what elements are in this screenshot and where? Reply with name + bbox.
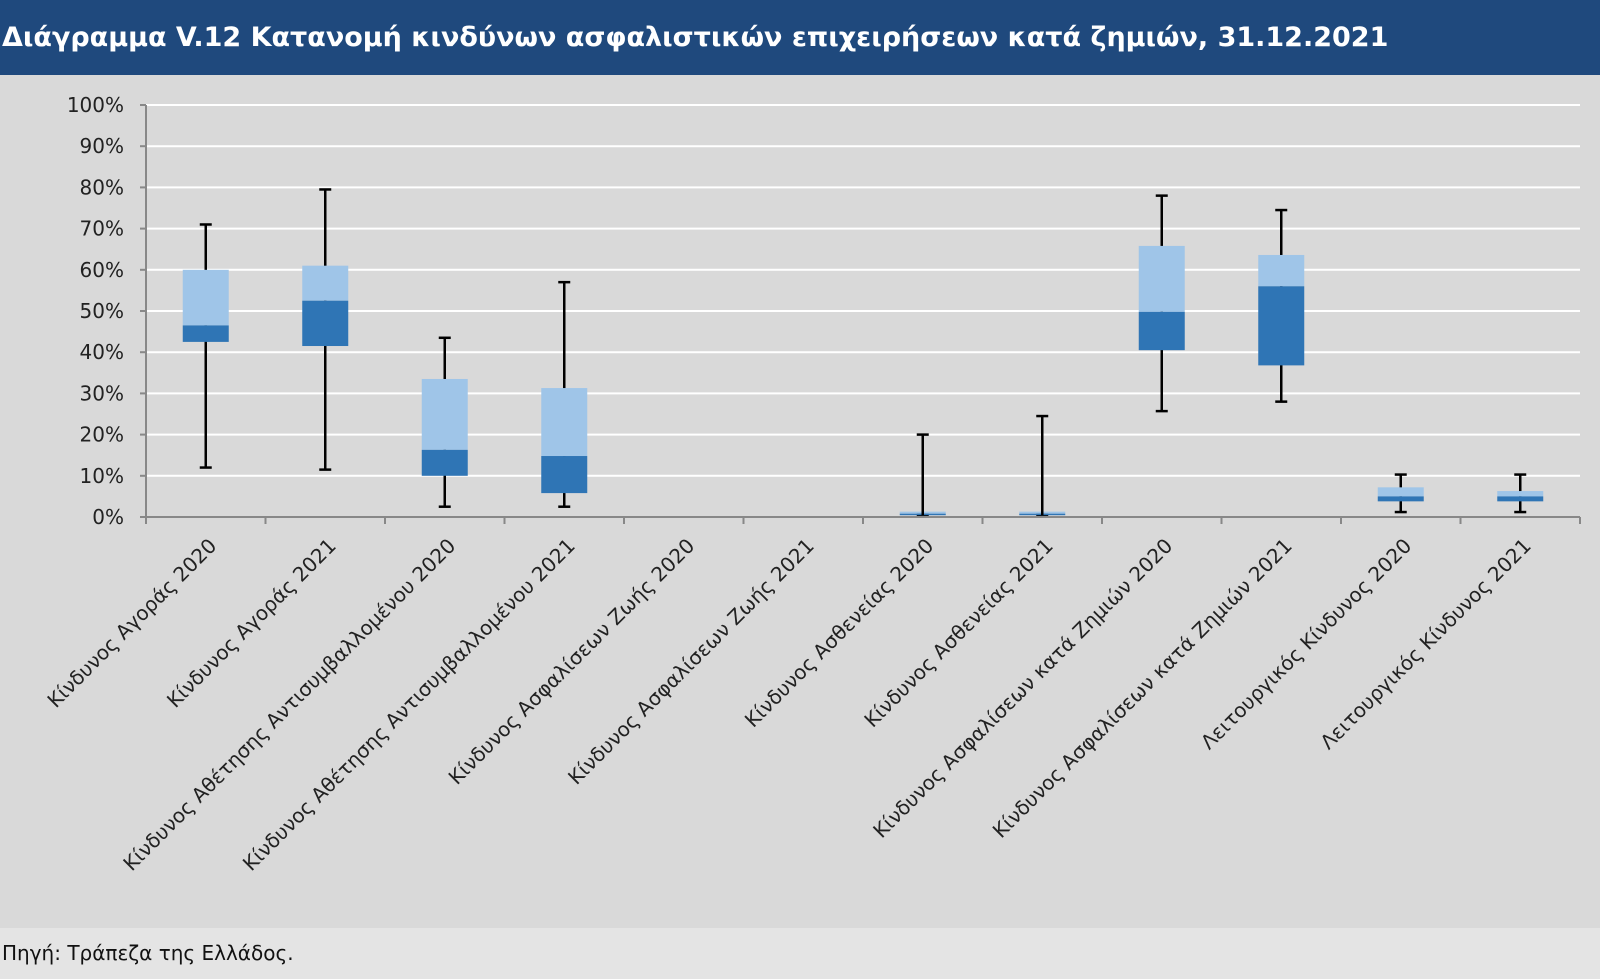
box-8 <box>1019 414 1066 517</box>
boxplot-chart: 0% 10% 20% 30% 40% 50% 60% 70% 80% 90% 100% Κίνδυν… <box>42 93 1581 876</box>
box-10 <box>1258 208 1305 403</box>
x-tick-label: Λειτουργικός Κίνδυνος 2020 <box>1196 534 1416 754</box>
box-upper-quartile <box>421 378 468 450</box>
x-tick-label: Κίνδυνος Ασθενείας 2021 <box>859 534 1057 732</box>
box-lower-quartile <box>302 300 349 347</box>
boxes <box>182 188 1544 517</box>
box-upper-quartile <box>1377 487 1424 497</box>
box-lower-quartile <box>1258 286 1305 366</box>
x-tick-label: Κίνδυνος Ασφαλίσεων Ζωής 2020 <box>444 534 700 790</box>
y-tick-label: 100% <box>67 93 124 117</box>
box-lower-quartile <box>421 449 468 476</box>
y-tick-label: 70% <box>80 217 124 241</box>
box-upper-quartile <box>1497 491 1544 497</box>
chart-title: Διάγραμμα V.12 Κατανομή κινδύνων ασφαλισ… <box>0 0 1600 75</box>
box-lower-quartile <box>541 456 588 494</box>
box-1 <box>182 223 229 469</box>
box-9 <box>1138 194 1185 413</box>
box-upper-quartile <box>541 388 588 457</box>
x-tick-label: Λειτουργικός Κίνδυνος 2021 <box>1315 534 1535 754</box>
y-tick-label: 0% <box>92 505 124 529</box>
box-4 <box>541 280 588 508</box>
box-upper-quartile <box>182 269 229 326</box>
box-12 <box>1497 473 1544 514</box>
box-2 <box>302 188 349 471</box>
box-lower-quartile <box>1138 311 1185 351</box>
box-upper-quartile <box>1258 254 1305 287</box>
y-axis-ticks: 0% 10% 20% 30% 40% 50% 60% 70% 80% 90% 100% <box>67 93 146 529</box>
box-7 <box>899 433 946 517</box>
x-axis <box>145 105 1581 524</box>
box-upper-quartile <box>1138 245 1185 312</box>
box-lower-quartile <box>182 325 229 342</box>
box-3 <box>421 336 468 508</box>
y-tick-label: 40% <box>80 340 124 364</box>
y-tick-label: 10% <box>80 464 124 488</box>
y-tick-label: 80% <box>80 175 124 199</box>
box-11 <box>1377 473 1424 514</box>
y-tick-label: 30% <box>80 381 124 405</box>
box-lower-quartile <box>1497 496 1544 502</box>
x-tick-label: Κίνδυνος Ασθενείας 2020 <box>740 534 938 732</box>
x-tick-label: Κίνδυνος Ασφαλίσεων Ζωής 2021 <box>563 534 819 790</box>
y-tick-label: 20% <box>80 423 124 447</box>
gridlines <box>146 104 1580 477</box>
y-tick-label: 60% <box>80 258 124 282</box>
y-tick-label: 50% <box>80 299 124 323</box>
y-tick-label: 90% <box>80 134 124 158</box>
box-lower-quartile <box>1377 496 1424 502</box>
box-upper-quartile <box>302 265 349 301</box>
source-note: Πηγή: Τράπεζα της Ελλάδος. <box>0 928 1600 979</box>
